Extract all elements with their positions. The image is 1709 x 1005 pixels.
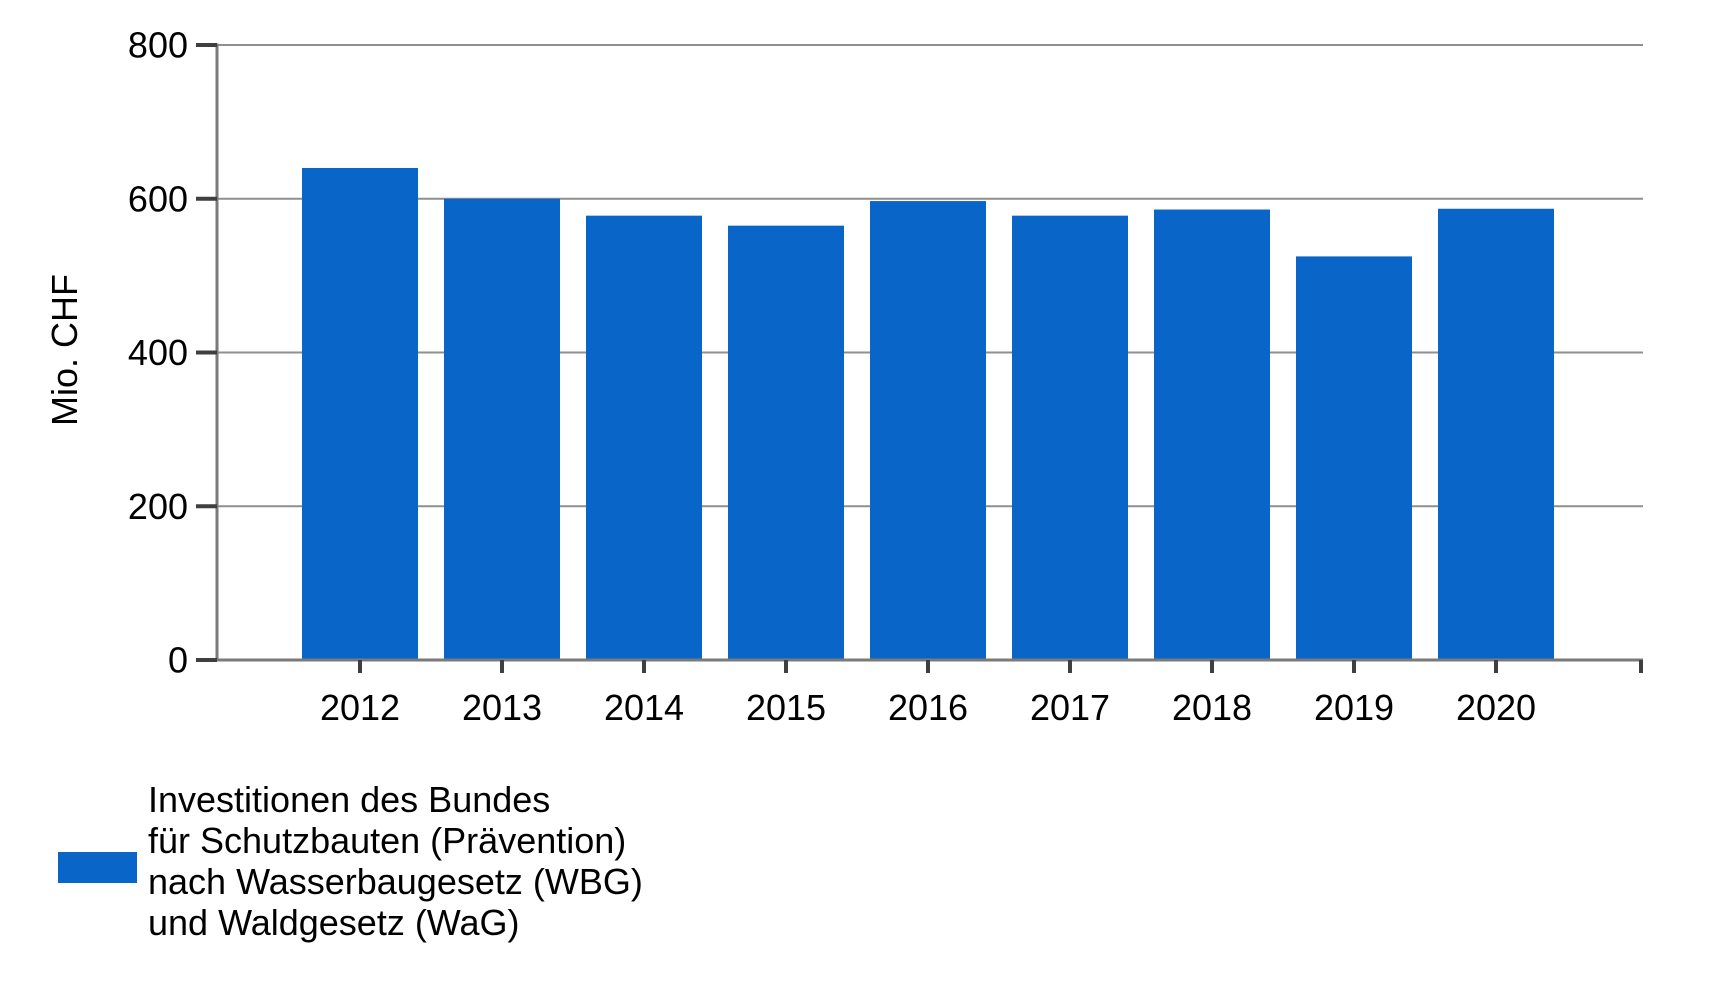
bar-2015 (728, 225, 844, 660)
y-tick-label-0: 0 (168, 640, 188, 681)
bar-2018 (1154, 209, 1270, 660)
bar-2013 (444, 198, 560, 660)
legend-label-line: nach Wasserbaugesetz (WBG) (148, 861, 643, 902)
x-tick-label-2016: 2016 (888, 687, 968, 728)
x-tick-label-2014: 2014 (604, 687, 684, 728)
x-tick-label-2020: 2020 (1456, 687, 1536, 728)
legend-label-line: Investitionen des Bundes (148, 779, 551, 820)
legend-label-line: und Waldgesetz (WaG) (148, 902, 520, 943)
bar-2020 (1438, 208, 1554, 660)
x-tick-label-2018: 2018 (1172, 687, 1252, 728)
x-tick-label-2012: 2012 (320, 687, 400, 728)
y-axis-title: Mio. CHF (44, 274, 85, 426)
axis-tick-labels: 0 200 400 600 800 2012 2013 2014 2015 2016 2017 201… (128, 25, 1536, 728)
axes (196, 43, 1643, 673)
bar-2014 (586, 215, 702, 660)
y-tick-label-200: 200 (128, 486, 188, 527)
x-tick-label-2013: 2013 (462, 687, 542, 728)
bar-2016 (870, 201, 986, 660)
legend-swatch (58, 852, 137, 883)
y-tick-label-600: 600 (128, 178, 188, 219)
bar-2017 (1012, 215, 1128, 660)
x-tick-label-2019: 2019 (1314, 687, 1394, 728)
y-tick-label-400: 400 (128, 332, 188, 373)
bar-2019 (1296, 256, 1412, 660)
bar-2012 (302, 168, 418, 660)
legend-label: Investitionen des Bundes für Schutzbaute… (148, 779, 748, 943)
bars (302, 168, 1554, 660)
y-tick-label-800: 800 (128, 25, 188, 66)
x-tick-label-2015: 2015 (746, 687, 826, 728)
legend-label-line: für Schutzbauten (Prävention) (148, 820, 627, 861)
x-tick-label-2017: 2017 (1030, 687, 1110, 728)
